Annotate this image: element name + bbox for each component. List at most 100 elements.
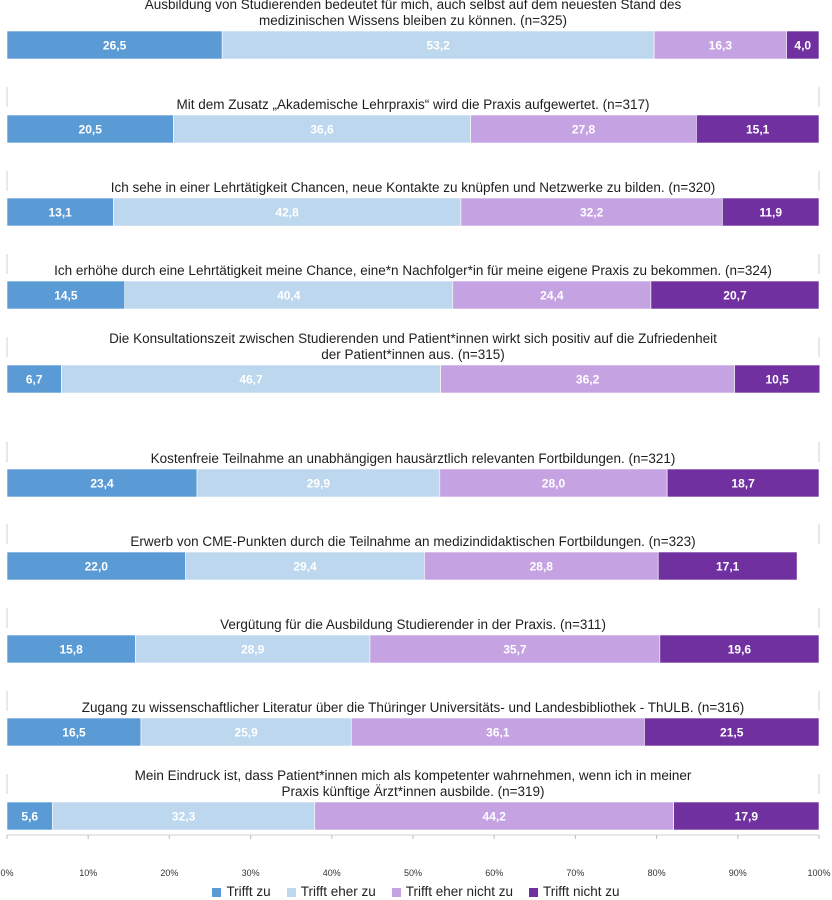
bar-segment	[6, 364, 62, 394]
data-label: 20,5	[79, 123, 103, 137]
bar-segment	[786, 30, 820, 60]
bar-segment	[173, 114, 471, 144]
item-label: Ich sehe in einer Lehrtätigkeit Chancen,…	[111, 180, 716, 195]
bar-segment	[196, 468, 441, 498]
data-label: 17,9	[735, 810, 759, 824]
bar-segment	[657, 551, 798, 581]
tick-label: 10%	[79, 868, 97, 878]
bar-group: Mit dem Zusatz „Akademische Lehrpraxis“ …	[6, 97, 820, 144]
tick-label: 90%	[729, 868, 747, 878]
bar-segment	[653, 30, 787, 60]
data-label: 29,9	[307, 477, 331, 491]
data-label: 15,1	[746, 123, 770, 137]
data-label: 32,2	[580, 206, 604, 220]
legend-entry: Trifft eher nicht zu	[391, 884, 513, 899]
tick-label: 60%	[485, 868, 503, 878]
data-label: 36,6	[310, 123, 334, 137]
item-label: Kostenfreie Teilnahme an unabhängigen ha…	[151, 451, 676, 466]
data-label: 23,4	[90, 477, 114, 491]
data-label: 16,5	[62, 726, 86, 740]
data-label: 6,7	[26, 373, 43, 387]
bar-segment	[314, 801, 674, 831]
data-label: 35,7	[503, 643, 527, 657]
data-label: 29,4	[293, 560, 317, 574]
bar-group: Ausbildung von Studierenden bedeutet für…	[6, 0, 820, 60]
legend-swatch	[212, 887, 222, 897]
tick-label: 40%	[323, 868, 341, 878]
legend-entry: Trifft zu	[212, 884, 271, 899]
legend-entry: Trifft nicht zu	[529, 884, 620, 899]
bar-segment	[460, 197, 723, 227]
item-label: Ich erhöhe durch eine Lehrtätigkeit mein…	[54, 263, 772, 278]
bar-segment	[6, 30, 223, 60]
bar-segment	[452, 280, 652, 310]
bar-group: Kostenfreie Teilnahme an unabhängigen ha…	[6, 451, 820, 498]
bar-segment	[644, 717, 820, 747]
item-label: Ausbildung von Studierenden bedeutet für…	[145, 0, 682, 12]
data-label: 22,0	[85, 560, 109, 574]
bar-segment	[666, 468, 820, 498]
bar-segment	[659, 634, 820, 664]
bar-segment	[113, 197, 462, 227]
data-label: 18,7	[731, 477, 755, 491]
grid-lines	[6, 87, 820, 794]
bar-segment	[734, 364, 821, 394]
data-label: 28,9	[241, 643, 265, 657]
legend-swatch	[529, 887, 539, 897]
tick-label: 0%	[0, 868, 13, 878]
data-label: 20,7	[723, 289, 747, 303]
data-label: 53,2	[426, 39, 450, 53]
legend: Trifft zu Trifft eher zu Trifft eher nicht…	[0, 884, 832, 899]
data-label: 24,4	[540, 289, 564, 303]
data-label: 25,9	[234, 726, 258, 740]
bar-segment	[696, 114, 820, 144]
data-label: 27,8	[572, 123, 596, 137]
legend-entry: Trifft eher zu	[286, 884, 376, 899]
bar-group: Die Konsultationszeit zwischen Studieren…	[6, 331, 821, 394]
data-label: 36,1	[486, 726, 510, 740]
tick-label: 50%	[404, 868, 422, 878]
bar-segment	[6, 634, 136, 664]
bar-segment	[52, 801, 316, 831]
data-label: 17,1	[716, 560, 740, 574]
bar-group: Mein Eindruck ist, dass Patient*innen mi…	[6, 768, 820, 831]
data-label: 14,5	[54, 289, 78, 303]
bar-group: Vergütung für die Ausbildung Studierende…	[6, 617, 820, 664]
data-label: 36,2	[576, 373, 600, 387]
data-label: 15,8	[59, 643, 83, 657]
data-label: 42,8	[275, 206, 299, 220]
bar-segment	[6, 468, 198, 498]
legend-label: Trifft nicht zu	[543, 884, 620, 899]
item-label: der Patient*innen aus. (n=315)	[321, 347, 505, 362]
data-label: 19,6	[728, 643, 752, 657]
tick-label: 80%	[648, 868, 666, 878]
data-label: 11,9	[759, 206, 782, 220]
x-axis: 0% 10% 20% 30% 40% 50% 60% 70% 80% 90% 100%	[0, 834, 831, 878]
bar-segment	[221, 30, 655, 60]
data-label: 28,0	[542, 477, 566, 491]
item-label: Die Konsultationszeit zwischen Studieren…	[109, 331, 717, 346]
bar-segment	[6, 280, 126, 310]
bar-segment	[424, 551, 659, 581]
bar-segment	[6, 551, 186, 581]
tick-label: 70%	[566, 868, 584, 878]
data-label: 44,2	[483, 810, 507, 824]
bar-segment	[6, 717, 142, 747]
bar-segment	[369, 634, 661, 664]
bar-segment	[650, 280, 820, 310]
bar-segment	[185, 551, 425, 581]
item-label: Mein Eindruck ist, dass Patient*innen mi…	[135, 768, 692, 783]
tick-label: 100%	[807, 868, 830, 878]
item-label: Mit dem Zusatz „Akademische Lehrpraxis“ …	[176, 97, 649, 112]
item-label: Zugang zu wissenschaftlicher Literatur ü…	[82, 700, 744, 715]
bar-group: Erwerb von CME-Punkten durch die Teilnah…	[6, 534, 798, 581]
bar-group: Zugang zu wissenschaftlicher Literatur ü…	[6, 700, 820, 747]
data-label: 28,8	[530, 560, 554, 574]
bar-segment	[124, 280, 454, 310]
bar-segment	[673, 801, 820, 831]
legend-label: Trifft zu	[226, 884, 271, 899]
bar-group: Ich sehe in einer Lehrtätigkeit Chancen,…	[6, 180, 820, 227]
bar-groups: Ausbildung von Studierenden bedeutet für…	[6, 0, 821, 831]
bar-group: Ich erhöhe durch eine Lehrtätigkeit mein…	[6, 263, 820, 310]
